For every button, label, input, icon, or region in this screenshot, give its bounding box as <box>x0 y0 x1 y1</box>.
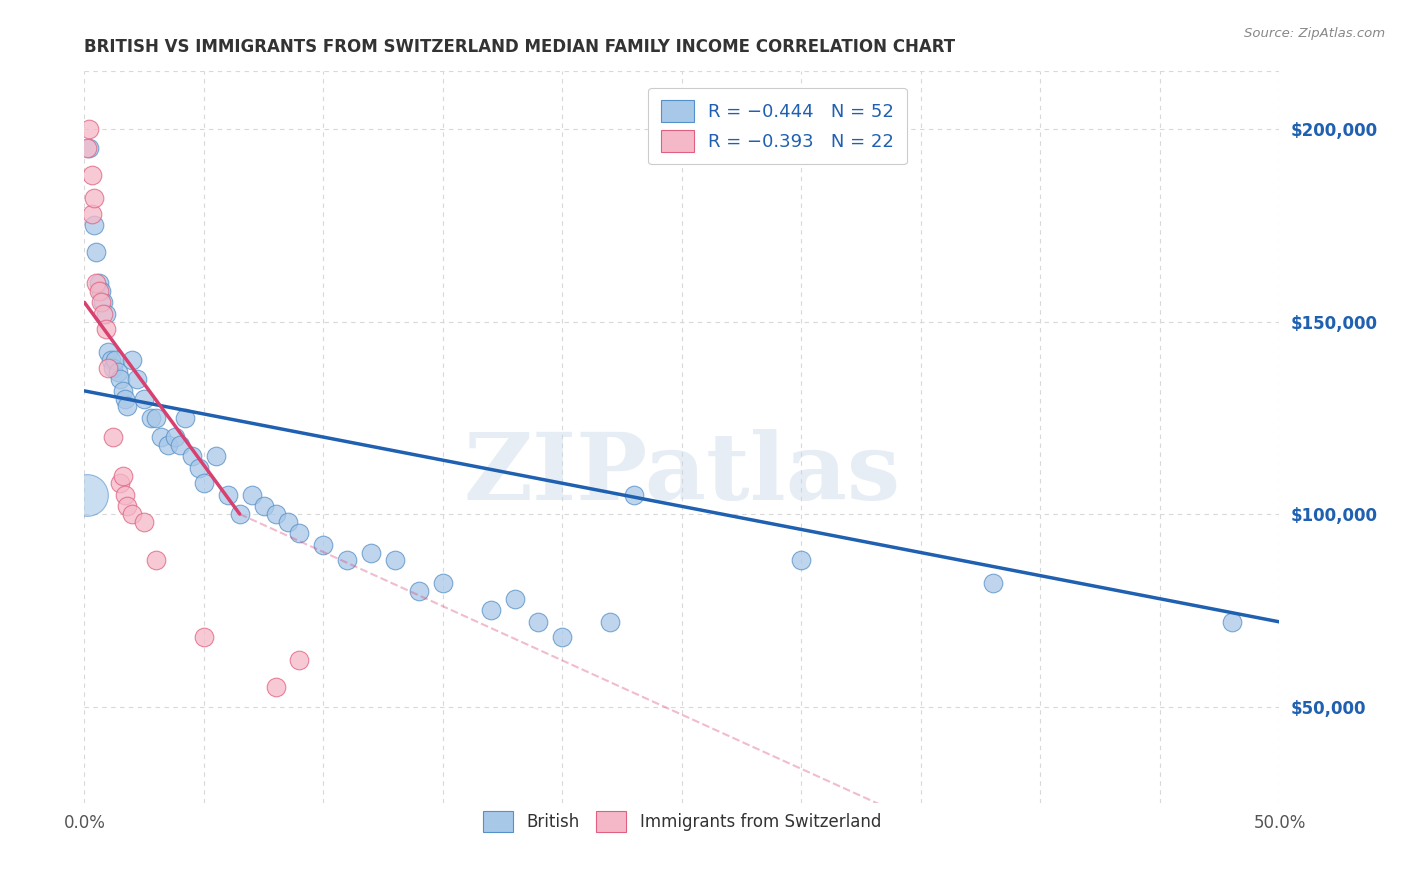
Text: Source: ZipAtlas.com: Source: ZipAtlas.com <box>1244 27 1385 40</box>
Point <box>114 392 136 406</box>
Text: ZIPatlas: ZIPatlas <box>464 429 900 518</box>
Point <box>100 353 122 368</box>
Text: BRITISH VS IMMIGRANTS FROM SWITZERLAND MEDIAN FAMILY INCOME CORRELATION CHART: BRITISH VS IMMIGRANTS FROM SWITZERLAND M… <box>84 38 956 56</box>
Point <box>87 284 110 298</box>
Point <box>94 322 117 336</box>
Point <box>104 353 127 368</box>
Point <box>90 295 112 310</box>
Point <box>117 500 139 514</box>
Point <box>188 461 211 475</box>
Point <box>240 488 263 502</box>
Point <box>117 399 139 413</box>
Point <box>360 545 382 559</box>
Point <box>173 410 195 425</box>
Point <box>193 476 215 491</box>
Point <box>86 245 108 260</box>
Point <box>169 438 191 452</box>
Point <box>145 410 167 425</box>
Legend: British, Immigrants from Switzerland: British, Immigrants from Switzerland <box>477 805 887 838</box>
Point <box>599 615 621 629</box>
Point <box>121 507 143 521</box>
Point <box>141 410 163 425</box>
Point <box>77 141 100 155</box>
Point <box>149 430 172 444</box>
Point <box>181 450 204 464</box>
Point <box>205 450 228 464</box>
Point <box>110 372 132 386</box>
Point <box>114 488 136 502</box>
Point <box>193 630 215 644</box>
Point <box>277 515 299 529</box>
Point <box>83 219 105 233</box>
Point <box>93 295 115 310</box>
Point <box>101 360 124 375</box>
Point <box>86 276 108 290</box>
Point <box>80 169 103 183</box>
Point <box>623 488 645 502</box>
Point <box>132 392 156 406</box>
Point <box>107 365 129 379</box>
Point <box>253 500 276 514</box>
Point <box>790 553 813 567</box>
Point <box>97 345 120 359</box>
Point <box>527 615 550 629</box>
Point <box>408 584 430 599</box>
Point <box>217 488 239 502</box>
Point <box>90 284 112 298</box>
Point <box>76 488 98 502</box>
Point <box>111 468 134 483</box>
Point <box>479 603 502 617</box>
Point <box>384 553 406 567</box>
Point <box>111 384 134 398</box>
Point <box>288 526 311 541</box>
Point <box>229 507 252 521</box>
Point <box>110 476 132 491</box>
Point <box>132 515 156 529</box>
Point <box>145 553 167 567</box>
Point <box>551 630 574 644</box>
Point <box>1220 615 1243 629</box>
Point <box>264 507 287 521</box>
Point <box>83 191 105 205</box>
Point <box>157 438 180 452</box>
Point <box>503 591 526 606</box>
Point <box>981 576 1004 591</box>
Point <box>121 353 143 368</box>
Point <box>432 576 454 591</box>
Point <box>101 430 124 444</box>
Point <box>312 538 335 552</box>
Point <box>76 141 98 155</box>
Point <box>97 360 120 375</box>
Point <box>264 681 287 695</box>
Point <box>288 653 311 667</box>
Point <box>77 122 100 136</box>
Point <box>94 307 117 321</box>
Point <box>93 307 115 321</box>
Point <box>336 553 359 567</box>
Point <box>80 207 103 221</box>
Point <box>87 276 110 290</box>
Point <box>165 430 187 444</box>
Point <box>125 372 148 386</box>
